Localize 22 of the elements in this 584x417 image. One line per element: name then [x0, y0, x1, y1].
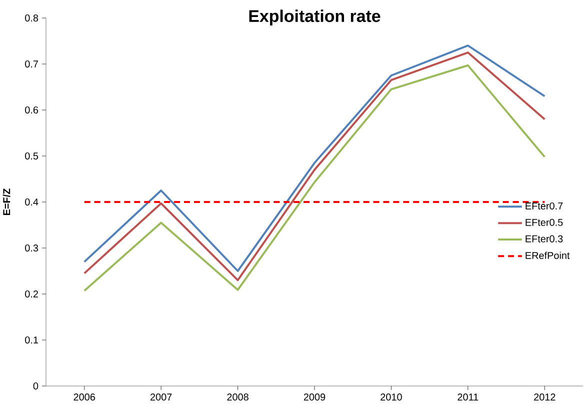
y-tick-label: 0 — [33, 382, 38, 390]
y-tick-label: 0.4 — [25, 198, 38, 206]
y-tick-label: 0.6 — [25, 106, 38, 114]
legend-label: EFter0.5 — [526, 218, 563, 226]
legend-label: EFter0.3 — [526, 235, 563, 242]
y-tick-label: 0.7 — [25, 60, 38, 68]
y-tick-label: 0.3 — [25, 244, 38, 252]
y-tick-label: 0.2 — [25, 290, 38, 298]
y-axis-title: E=F/Z — [2, 188, 10, 216]
legend-label: EFter0.7 — [526, 202, 563, 210]
x-tick-label: 2011 — [458, 394, 478, 401]
x-tick-label: 2006 — [74, 394, 96, 401]
y-tick-label: 0.1 — [25, 336, 38, 344]
x-tick-label: 2012 — [534, 394, 556, 401]
x-tick-label: 2008 — [227, 394, 248, 401]
x-tick-label: 2009 — [304, 394, 326, 401]
chart-title: Exploitation rate — [249, 10, 380, 26]
x-tick-label: 2010 — [380, 394, 402, 401]
y-tick-label: 0.5 — [25, 152, 38, 160]
x-tick-label: 2007 — [150, 394, 172, 401]
legend-label: ERefPoint — [526, 252, 570, 260]
y-tick-label: 0.8 — [25, 14, 38, 22]
